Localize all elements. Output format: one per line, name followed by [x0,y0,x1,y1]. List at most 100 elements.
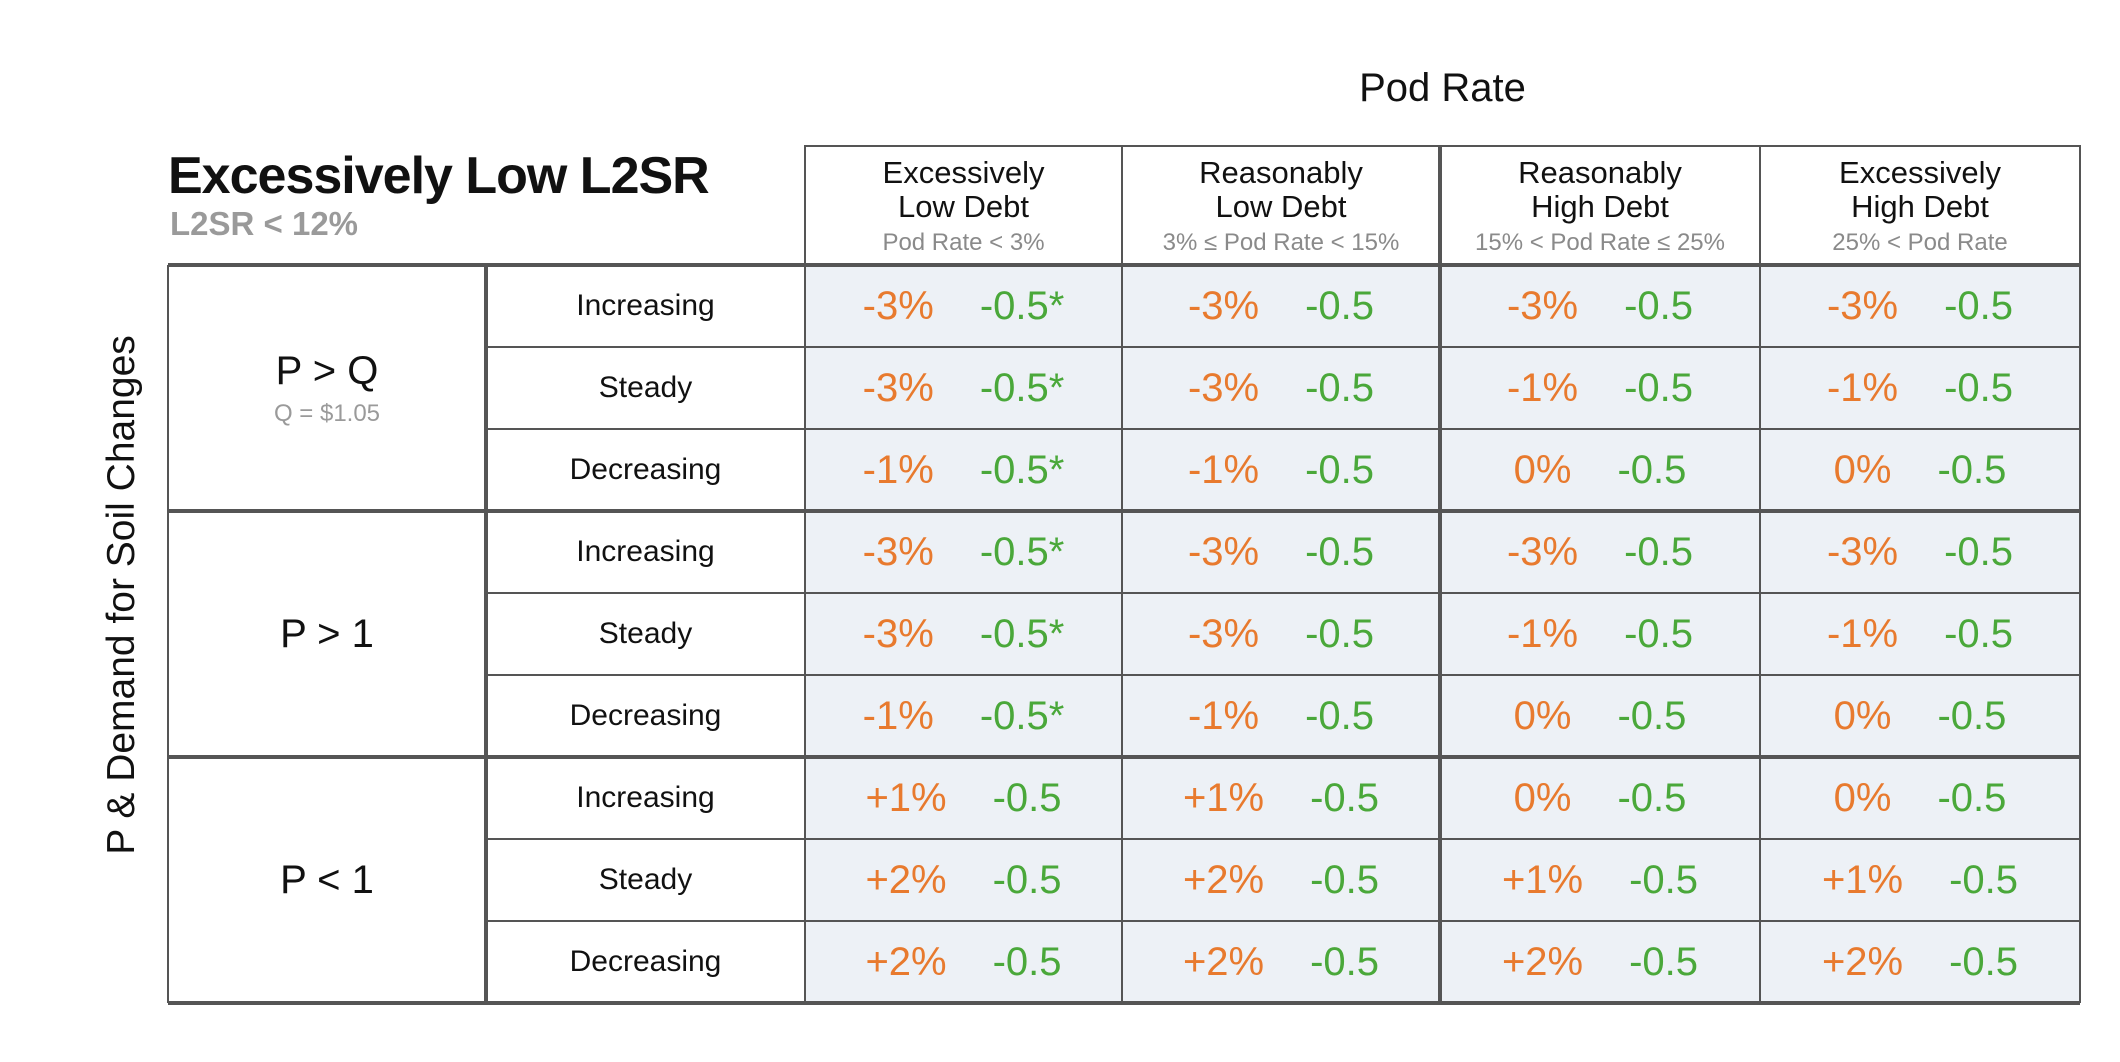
grid-line [804,145,806,1003]
grid-line [486,428,2080,430]
table-cell: +2% -0.5 [1122,921,1440,1003]
group-label-text: P > 1 [280,611,374,656]
percent-change: +2% [865,939,947,984]
percent-change: +1% [865,775,947,820]
value-change: -0.5 [1305,283,1375,328]
percent-change: 0% [1833,693,1892,738]
column-header: Excessively High Debt 25% < Pod Rate [1760,145,2080,265]
value-change: -0.5 [1310,857,1380,902]
column-header: Reasonably Low Debt 3% ≤ Pod Rate < 15% [1122,145,1440,265]
table-cell: +1% -0.5 [805,757,1122,839]
value-change: -0.5* [979,693,1065,738]
percent-change: +2% [865,857,947,902]
percent-change: -1% [1506,611,1579,656]
group-label-text: P > Q [275,348,379,393]
grid-line [484,265,488,1003]
value-change: -0.5 [1937,447,2007,492]
grid-line [168,263,2080,267]
column-header-line1: Reasonably [1518,155,1682,190]
value-change: -0.5 [1624,283,1694,328]
table-cell: -3% -0.5 [1440,511,1760,593]
percent-change: -3% [862,611,934,656]
table-cell: +2% -0.5 [805,921,1122,1003]
column-header-line2: Low Debt [1215,189,1347,224]
table-cell: -3% -0.5* [805,265,1122,347]
grid-line [168,755,2080,759]
percent-change: -1% [1506,365,1579,410]
value-change: -0.5 [1949,939,2019,984]
table-cell: +2% -0.5 [1440,921,1760,1003]
table-cell: 0% -0.5 [1440,429,1760,511]
percent-change: -3% [1506,283,1579,328]
grid-line [1438,145,1442,1003]
percent-change: 0% [1833,775,1892,820]
table-cell: -1% -0.5* [805,429,1122,511]
row-axis-title: P & Demand for Soil Changes [100,335,143,855]
value-change: -0.5 [1310,775,1380,820]
table-cell: -3% -0.5 [1122,593,1440,675]
value-change: -0.5 [1617,693,1687,738]
group-sublabel: Q = $1.05 [273,399,381,427]
value-change: -0.5* [979,365,1065,410]
table-cell: 0% -0.5 [1760,757,2080,839]
percent-change: 0% [1833,447,1892,492]
table-cell: -3% -0.5* [805,511,1122,593]
value-change: -0.5 [1624,529,1694,574]
table-cell: -1% -0.5 [1122,675,1440,757]
column-header-condition: 3% ≤ Pod Rate < 15% [1162,229,1400,256]
row-trend-label: Steady [598,863,693,896]
value-change: -0.5 [1949,857,2019,902]
column-header-condition: Pod Rate < 3% [882,229,1045,256]
value-change: -0.5 [1944,611,2014,656]
column-axis-title: Pod Rate [1359,66,1526,110]
percent-change: -3% [1187,611,1260,656]
grid-line [1759,145,1761,1003]
group-label: P > 1 [168,511,486,757]
grid-line [486,674,2080,676]
percent-change: 0% [1513,447,1572,492]
value-change: -0.5* [979,447,1065,492]
percent-change: +1% [1501,857,1584,902]
value-change: -0.5 [1305,529,1375,574]
percent-change: -1% [862,447,934,492]
value-change: -0.5* [979,283,1065,328]
value-change: -0.5 [1617,447,1687,492]
column-header: Excessively Low Debt Pod Rate < 3% [805,145,1122,265]
value-change: -0.5 [1305,447,1375,492]
table-cell: -1% -0.5 [1440,347,1760,429]
percent-change: 0% [1513,693,1572,738]
percent-change: -1% [862,693,934,738]
column-header-line2: High Debt [1851,189,1989,224]
percent-change: 0% [1513,775,1572,820]
value-change: -0.5 [1310,939,1380,984]
grid-line [486,346,2080,348]
value-change: -0.5 [1305,611,1375,656]
table-cell: 0% -0.5 [1760,675,2080,757]
percent-change: -3% [1506,529,1579,574]
grid-line [2079,145,2081,1003]
percent-change: -3% [1187,365,1260,410]
value-change: -0.5 [1305,365,1375,410]
value-change: -0.5 [992,939,1062,984]
value-change: -0.5 [992,775,1062,820]
table-cell: 0% -0.5 [1440,757,1760,839]
grid-line [167,265,169,1003]
percent-change: +2% [1501,939,1584,984]
value-change: -0.5 [1944,529,2014,574]
chart-subtitle: L2SR < 12% [170,205,359,242]
percent-change: +2% [1821,939,1904,984]
table-cell: -3% -0.5 [1122,347,1440,429]
percent-change: -3% [1826,529,1899,574]
column-header-line1: Reasonably [1199,155,1363,190]
column-header-line2: Low Debt [898,189,1029,224]
row-trend-label: Decreasing [569,699,722,732]
table-cell: -1% -0.5* [805,675,1122,757]
grid-line [805,145,2080,147]
percent-change: -1% [1826,611,1899,656]
percent-change: -1% [1187,447,1260,492]
value-change: -0.5 [992,857,1062,902]
value-change: -0.5 [1937,775,2007,820]
percent-change: -3% [862,529,934,574]
column-header: Reasonably High Debt 15% < Pod Rate ≤ 25% [1440,145,1760,265]
table-cell: -3% -0.5 [1122,265,1440,347]
